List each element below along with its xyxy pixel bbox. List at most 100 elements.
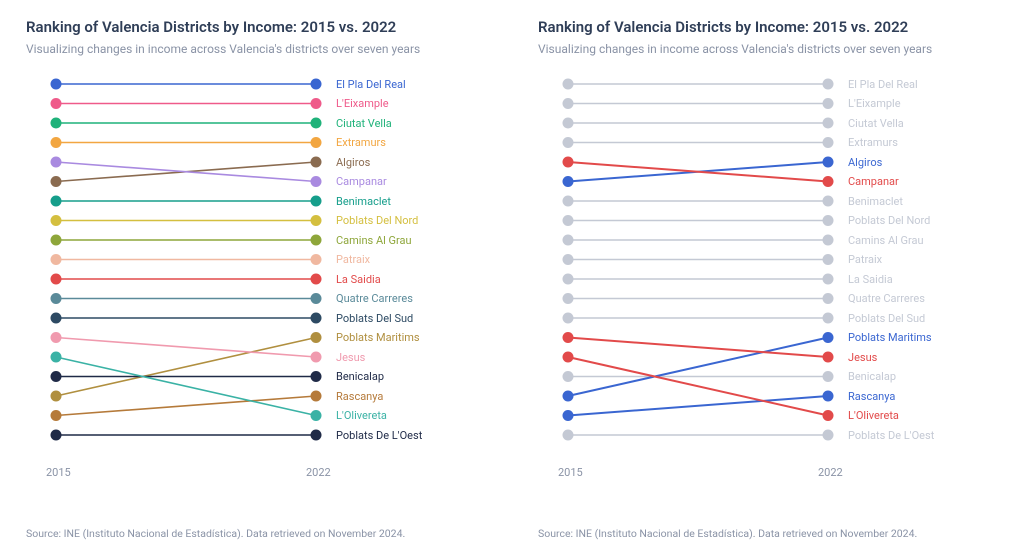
rank-marker bbox=[563, 196, 574, 207]
rank-marker bbox=[311, 98, 322, 109]
district-label: L'Eixample bbox=[336, 98, 389, 109]
district-label: La Saidia bbox=[848, 274, 893, 285]
rank-marker bbox=[311, 137, 322, 148]
rank-marker bbox=[311, 79, 322, 90]
rank-marker bbox=[51, 137, 62, 148]
slope-line bbox=[56, 338, 316, 358]
district-label: L'Olivereta bbox=[848, 410, 899, 421]
rank-marker bbox=[823, 391, 834, 402]
rank-marker bbox=[51, 430, 62, 441]
district-label: Poblats Maritims bbox=[336, 332, 420, 343]
panel-subtitle: Visualizing changes in income across Val… bbox=[538, 42, 1006, 56]
slope-line bbox=[56, 338, 316, 397]
district-label: La Saidia bbox=[336, 274, 381, 285]
rank-marker bbox=[563, 313, 574, 324]
district-label: Ciutat Vella bbox=[848, 118, 904, 129]
rank-marker bbox=[51, 391, 62, 402]
rank-marker bbox=[563, 430, 574, 441]
rank-marker bbox=[563, 176, 574, 187]
district-label: Ciutat Vella bbox=[336, 118, 392, 129]
rank-marker bbox=[51, 98, 62, 109]
rank-marker bbox=[311, 371, 322, 382]
district-label: Rascanya bbox=[336, 391, 383, 402]
rank-marker bbox=[823, 430, 834, 441]
rank-marker bbox=[51, 157, 62, 168]
rank-marker bbox=[563, 157, 574, 168]
district-label: Campanar bbox=[336, 176, 387, 187]
rank-marker bbox=[311, 391, 322, 402]
x-label-2022: 2022 bbox=[306, 466, 331, 479]
panel-subtitle: Visualizing changes in income across Val… bbox=[26, 42, 494, 56]
rank-marker bbox=[51, 79, 62, 90]
rank-marker bbox=[51, 215, 62, 226]
rank-marker bbox=[51, 254, 62, 265]
rank-marker bbox=[311, 215, 322, 226]
source-note: Source: INE (Instituto Nacional de Estad… bbox=[26, 527, 405, 540]
district-label: L'Eixample bbox=[848, 98, 901, 109]
district-label: Algiros bbox=[336, 157, 370, 168]
rank-marker bbox=[563, 352, 574, 363]
rank-marker bbox=[311, 118, 322, 129]
rank-marker bbox=[823, 352, 834, 363]
district-label: Poblats Del Nord bbox=[848, 215, 930, 226]
rank-marker bbox=[563, 235, 574, 246]
rank-marker bbox=[823, 274, 834, 285]
chart-grid: Ranking of Valencia Districts by Income:… bbox=[0, 0, 1024, 554]
rank-marker bbox=[823, 410, 834, 421]
rank-marker bbox=[311, 274, 322, 285]
rank-marker bbox=[823, 176, 834, 187]
district-label: Poblats Del Sud bbox=[336, 313, 413, 324]
district-label: Benicalap bbox=[336, 371, 384, 382]
rank-marker bbox=[563, 98, 574, 109]
rank-marker bbox=[51, 352, 62, 363]
district-label: Extramurs bbox=[848, 137, 898, 148]
slope-chart-highlight: El Pla Del RealL'EixampleCiutat VellaExt… bbox=[538, 74, 978, 474]
rank-marker bbox=[563, 79, 574, 90]
district-label: Patraix bbox=[336, 254, 370, 265]
rank-marker bbox=[563, 332, 574, 343]
rank-marker bbox=[823, 332, 834, 343]
rank-marker bbox=[823, 235, 834, 246]
x-label-2022: 2022 bbox=[818, 466, 843, 479]
rank-marker bbox=[563, 391, 574, 402]
rank-marker bbox=[823, 371, 834, 382]
district-label: Quatre Carreres bbox=[848, 293, 925, 304]
district-label: Camins Al Grau bbox=[848, 235, 924, 246]
rank-marker bbox=[311, 254, 322, 265]
source-note: Source: INE (Instituto Nacional de Estad… bbox=[538, 527, 917, 540]
district-label: Benimaclet bbox=[336, 196, 391, 207]
rank-marker bbox=[563, 274, 574, 285]
district-label: Algiros bbox=[848, 157, 882, 168]
district-label: Benicalap bbox=[848, 371, 896, 382]
rank-marker bbox=[563, 254, 574, 265]
district-label: Poblats Del Sud bbox=[848, 313, 925, 324]
slope-svg-highlight bbox=[538, 74, 838, 454]
rank-marker bbox=[823, 137, 834, 148]
district-label: L'Olivereta bbox=[336, 410, 387, 421]
rank-marker bbox=[563, 293, 574, 304]
rank-marker bbox=[51, 196, 62, 207]
rank-marker bbox=[311, 293, 322, 304]
rank-marker bbox=[563, 137, 574, 148]
rank-marker bbox=[51, 332, 62, 343]
slope-chart-full: El Pla Del RealL'EixampleCiutat VellaExt… bbox=[26, 74, 466, 474]
rank-marker bbox=[823, 313, 834, 324]
rank-marker bbox=[311, 176, 322, 187]
rank-marker bbox=[311, 430, 322, 441]
slope-svg-full bbox=[26, 74, 326, 454]
panel-all-districts: Ranking of Valencia Districts by Income:… bbox=[0, 0, 512, 554]
rank-marker bbox=[51, 274, 62, 285]
rank-marker bbox=[823, 157, 834, 168]
rank-marker bbox=[823, 79, 834, 90]
rank-marker bbox=[311, 235, 322, 246]
district-label: Poblats De L'Oest bbox=[336, 430, 422, 441]
rank-marker bbox=[311, 410, 322, 421]
panel-title: Ranking of Valencia Districts by Income:… bbox=[26, 18, 494, 36]
district-label: El Pla Del Real bbox=[336, 79, 406, 90]
district-label: Quatre Carreres bbox=[336, 293, 413, 304]
rank-marker bbox=[51, 293, 62, 304]
rank-marker bbox=[823, 196, 834, 207]
district-label: Poblats De L'Oest bbox=[848, 430, 934, 441]
rank-marker bbox=[823, 293, 834, 304]
district-label: Poblats Maritims bbox=[848, 332, 932, 343]
